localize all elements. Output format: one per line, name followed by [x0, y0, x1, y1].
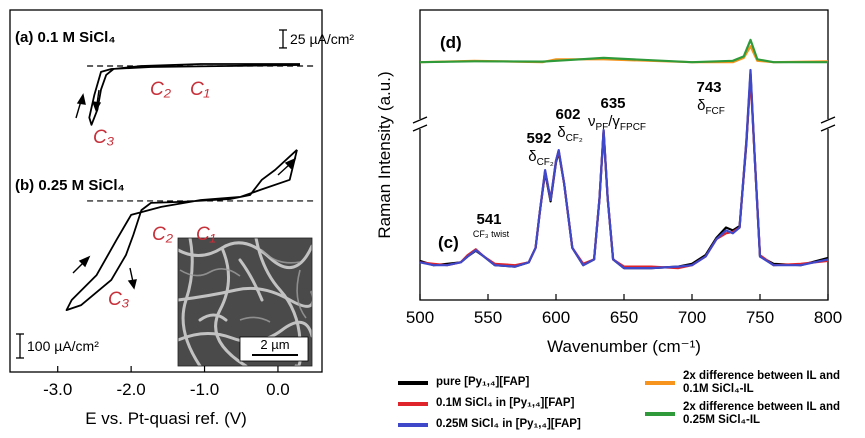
series-line	[65, 149, 298, 311]
peak-mode: δFCF	[697, 97, 725, 117]
mode: δ	[557, 124, 565, 141]
mode-sub: FPCF	[620, 122, 646, 133]
raman-frame	[419, 9, 829, 301]
peak-annotation: C₃	[93, 127, 115, 148]
peak-mode: δCF₂	[528, 148, 554, 168]
x-tick-label: -1.0	[190, 380, 219, 399]
series-line	[419, 68, 829, 270]
scale-label: 100 µA/cm²	[27, 338, 99, 354]
axis-break	[412, 116, 836, 132]
mode: δ	[528, 148, 536, 165]
mode-sub: CF₂	[566, 133, 583, 144]
mode: ν	[588, 113, 596, 130]
peak-annotation: C₂	[150, 79, 172, 100]
mode-sub: CF₂	[537, 157, 554, 168]
peak-annotation: C₃	[108, 289, 130, 310]
peak-mode: νPF/γFPCF	[588, 113, 646, 133]
mode: /γ	[608, 113, 620, 130]
x-tick-label: 0.0	[266, 380, 290, 399]
peak-wavenumber: 541	[476, 211, 501, 228]
x-tick-label: -2.0	[116, 380, 145, 399]
inset-frame	[177, 237, 313, 367]
mode-sub: PF	[595, 122, 608, 133]
peak-mode: δCF₂	[557, 124, 583, 144]
peak-wavenumber: 592	[526, 130, 551, 147]
peak-annotation: C₁	[196, 224, 216, 245]
scale-label: 25 µA/cm²	[290, 31, 354, 47]
x-tick-label: 800	[814, 308, 842, 327]
sem-inset	[178, 238, 312, 366]
x-tick-label: 700	[678, 308, 706, 327]
panel-title: (b) 0.25 M SiCl₄	[15, 177, 125, 194]
series-line	[419, 38, 828, 64]
peak-wavenumber: 743	[696, 79, 721, 96]
y-axis-label: Raman Intensity (a.u.)	[375, 71, 394, 238]
panel-label: (d)	[440, 33, 462, 52]
cv-frame	[9, 9, 323, 373]
mode: δ	[697, 97, 705, 114]
x-tick-label: 550	[474, 308, 502, 327]
peak-annotation: C₂	[152, 224, 174, 245]
peak-annotation: C₁	[190, 79, 210, 100]
x-axis-label: Wavenumber (cm⁻¹)	[547, 337, 701, 356]
x-tick-label: 650	[610, 308, 638, 327]
inset-scale-label: 2 µm	[260, 337, 289, 352]
peak-wavenumber: 635	[600, 95, 625, 112]
x-axis-label: E vs. Pt-quasi ref. (V)	[85, 409, 247, 428]
peak-mode: CF₃ twist	[473, 229, 510, 239]
x-tick-label: 600	[542, 308, 570, 327]
x-tick-label: 750	[746, 308, 774, 327]
mode-sub: FCF	[705, 106, 724, 117]
panel-label: (c)	[438, 233, 459, 252]
x-tick-label: 500	[406, 308, 434, 327]
x-tick-label: -3.0	[43, 380, 72, 399]
mode: CF₃ twist	[473, 229, 510, 239]
series-line	[88, 63, 301, 126]
sweep-arrows	[72, 89, 297, 290]
panel-title: (a) 0.1 M SiCl₄	[15, 29, 116, 46]
peak-wavenumber: 602	[555, 106, 580, 123]
